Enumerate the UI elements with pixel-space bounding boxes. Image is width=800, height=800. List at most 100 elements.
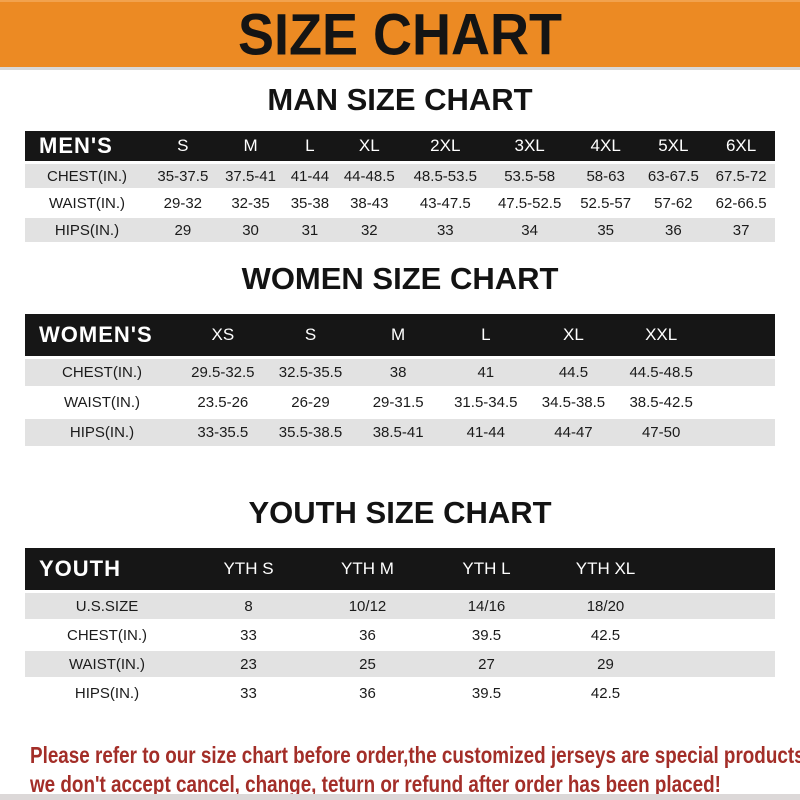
- table-cell: 41-44: [290, 167, 330, 185]
- table-cell: 10/12: [348, 597, 387, 615]
- youth-col-header: YTH M: [341, 559, 394, 578]
- women-table-header-row: WOMEN'S XS S M L XL XXL: [25, 314, 775, 356]
- youth-col-header: YTH L: [462, 559, 511, 578]
- order-notice: Please refer to our size chart before or…: [30, 741, 800, 799]
- row-label: HIPS(IN.): [54, 221, 120, 239]
- men-col-header: 4XL: [590, 136, 621, 155]
- men-table-header-row: MEN'S S M L XL 2XL 3XL 4XL 5XL 6XL: [25, 131, 775, 161]
- table-cell: 52.5-57: [580, 194, 632, 212]
- youth-section-heading: YOUTH SIZE CHART: [248, 495, 552, 530]
- table-cell: 33: [436, 221, 454, 239]
- men-size-table: MEN'S S M L XL 2XL 3XL 4XL 5XL 6XL CHEST…: [25, 128, 775, 245]
- table-cell: 48.5-53.5: [413, 167, 477, 185]
- men-section: MAN SIZE CHART MEN'S S M L XL 2XL 3XL 4X…: [0, 82, 800, 245]
- table-cell: 42.5: [590, 684, 621, 702]
- youth-size-table: YOUTH YTH S YTH M YTH L YTH XL U.S.SIZE …: [25, 545, 775, 709]
- table-cell: 53.5-58: [504, 167, 556, 185]
- women-col-header: L: [481, 325, 491, 344]
- table-cell: 29-31.5: [372, 394, 424, 411]
- table-cell: 36: [665, 221, 682, 239]
- table-cell: 44-47: [554, 424, 593, 441]
- women-col-header: XXL: [645, 325, 678, 344]
- notice-line-1: Please refer to our size chart before or…: [30, 742, 800, 768]
- youth-table-header-row: YOUTH YTH S YTH M YTH L YTH XL: [25, 548, 775, 590]
- women-section-heading: WOMEN SIZE CHART: [241, 261, 559, 296]
- table-cell: 37: [732, 221, 750, 239]
- table-cell: 41-44: [466, 424, 505, 441]
- men-col-header: M: [243, 136, 258, 155]
- table-cell: 29: [597, 655, 614, 673]
- women-size-table: WOMEN'S XS S M L XL XXL CHEST(IN.) 29.5-…: [25, 311, 775, 449]
- spacer-cell: [665, 548, 775, 590]
- women-waist-row: WAIST(IN.) 23.5-26 26-29 29-31.5 31.5-34…: [25, 389, 775, 416]
- row-label: WAIST(IN.): [63, 394, 141, 411]
- table-cell: 29-32: [163, 194, 203, 212]
- spacer-cell: [705, 419, 775, 446]
- table-cell: 44.5-48.5: [629, 364, 693, 381]
- men-chest-row: CHEST(IN.) 35-37.5 37.5-41 41-44 44-48.5…: [25, 164, 775, 188]
- table-cell: 27: [478, 655, 495, 673]
- table-cell: 47.5-52.5: [497, 194, 562, 212]
- men-table-title-cell: MEN'S: [39, 133, 113, 158]
- table-cell: 31: [301, 221, 319, 239]
- youth-hips-row: HIPS(IN.) 33 36 39.5 42.5: [25, 680, 775, 706]
- table-cell: 38.5-42.5: [629, 394, 693, 411]
- table-cell: 33-35.5: [197, 424, 249, 441]
- table-cell: 31.5-34.5: [454, 394, 518, 411]
- women-hips-row: HIPS(IN.) 33-35.5 35.5-38.5 38.5-41 41-4…: [25, 419, 775, 446]
- row-label: HIPS(IN.): [74, 684, 140, 702]
- spacer-cell: [705, 314, 775, 356]
- table-cell: 44.5: [558, 364, 589, 381]
- table-cell: 8: [244, 597, 253, 615]
- table-cell: 18/20: [586, 597, 625, 615]
- table-cell: 47-50: [641, 424, 681, 441]
- youth-chest-row: CHEST(IN.) 33 36 39.5 42.5: [25, 622, 775, 648]
- table-cell: 38-43: [350, 194, 389, 212]
- men-col-header: 3XL: [514, 136, 545, 155]
- row-label: CHEST(IN.): [62, 364, 142, 381]
- women-col-header: S: [304, 325, 317, 344]
- table-cell: 67.5-72: [715, 167, 767, 185]
- spacer-cell: [665, 593, 775, 619]
- spacer-cell: [705, 389, 775, 416]
- women-col-header: XL: [563, 325, 584, 344]
- size-chart-banner: SIZE CHART: [0, 0, 800, 70]
- table-cell: 23.5-26: [197, 394, 249, 411]
- table-cell: 34.5-38.5: [541, 394, 606, 411]
- women-table-title-cell: WOMEN'S: [39, 322, 153, 347]
- bottom-strip: [0, 794, 800, 800]
- men-col-header: 5XL: [658, 136, 689, 155]
- row-label: CHEST(IN.): [67, 626, 147, 644]
- spacer-cell: [665, 680, 775, 706]
- table-cell: 35: [597, 221, 614, 239]
- table-cell: 63-67.5: [647, 167, 699, 185]
- table-cell: 38: [389, 364, 407, 381]
- table-cell: 34: [521, 221, 538, 239]
- women-chest-row: CHEST(IN.) 29.5-32.5 32.5-35.5 38 41 44.…: [25, 359, 775, 386]
- table-cell: 58-63: [586, 167, 625, 185]
- men-col-header: XL: [358, 136, 380, 155]
- table-cell: 29: [174, 221, 192, 239]
- men-col-header: 6XL: [725, 136, 757, 155]
- table-cell: 29.5-32.5: [191, 364, 255, 381]
- table-cell: 33: [240, 626, 257, 644]
- table-cell: 39.5: [471, 626, 502, 644]
- men-waist-row: WAIST(IN.) 29-32 32-35 35-38 38-43 43-47…: [25, 191, 775, 215]
- youth-section: YOUTH SIZE CHART YOUTH YTH S YTH M YTH L…: [0, 495, 800, 709]
- table-cell: 14/16: [467, 597, 506, 615]
- table-cell: 42.5: [590, 626, 621, 644]
- table-cell: 35-37.5: [157, 167, 209, 185]
- table-cell: 37.5-41: [225, 167, 276, 185]
- row-label: HIPS(IN.): [69, 424, 135, 441]
- row-label: U.S.SIZE: [75, 597, 139, 615]
- table-cell: 39.5: [471, 684, 502, 702]
- table-cell: 32: [360, 221, 378, 239]
- table-cell: 30: [242, 221, 259, 239]
- table-cell: 43-47.5: [419, 194, 471, 212]
- youth-col-header: YTH S: [223, 559, 274, 578]
- women-col-header: XS: [211, 325, 235, 344]
- table-cell: 62-66.5: [715, 194, 767, 212]
- row-label: CHEST(IN.): [47, 167, 127, 185]
- table-cell: 38.5-41: [372, 424, 424, 441]
- row-label: WAIST(IN.): [68, 655, 146, 673]
